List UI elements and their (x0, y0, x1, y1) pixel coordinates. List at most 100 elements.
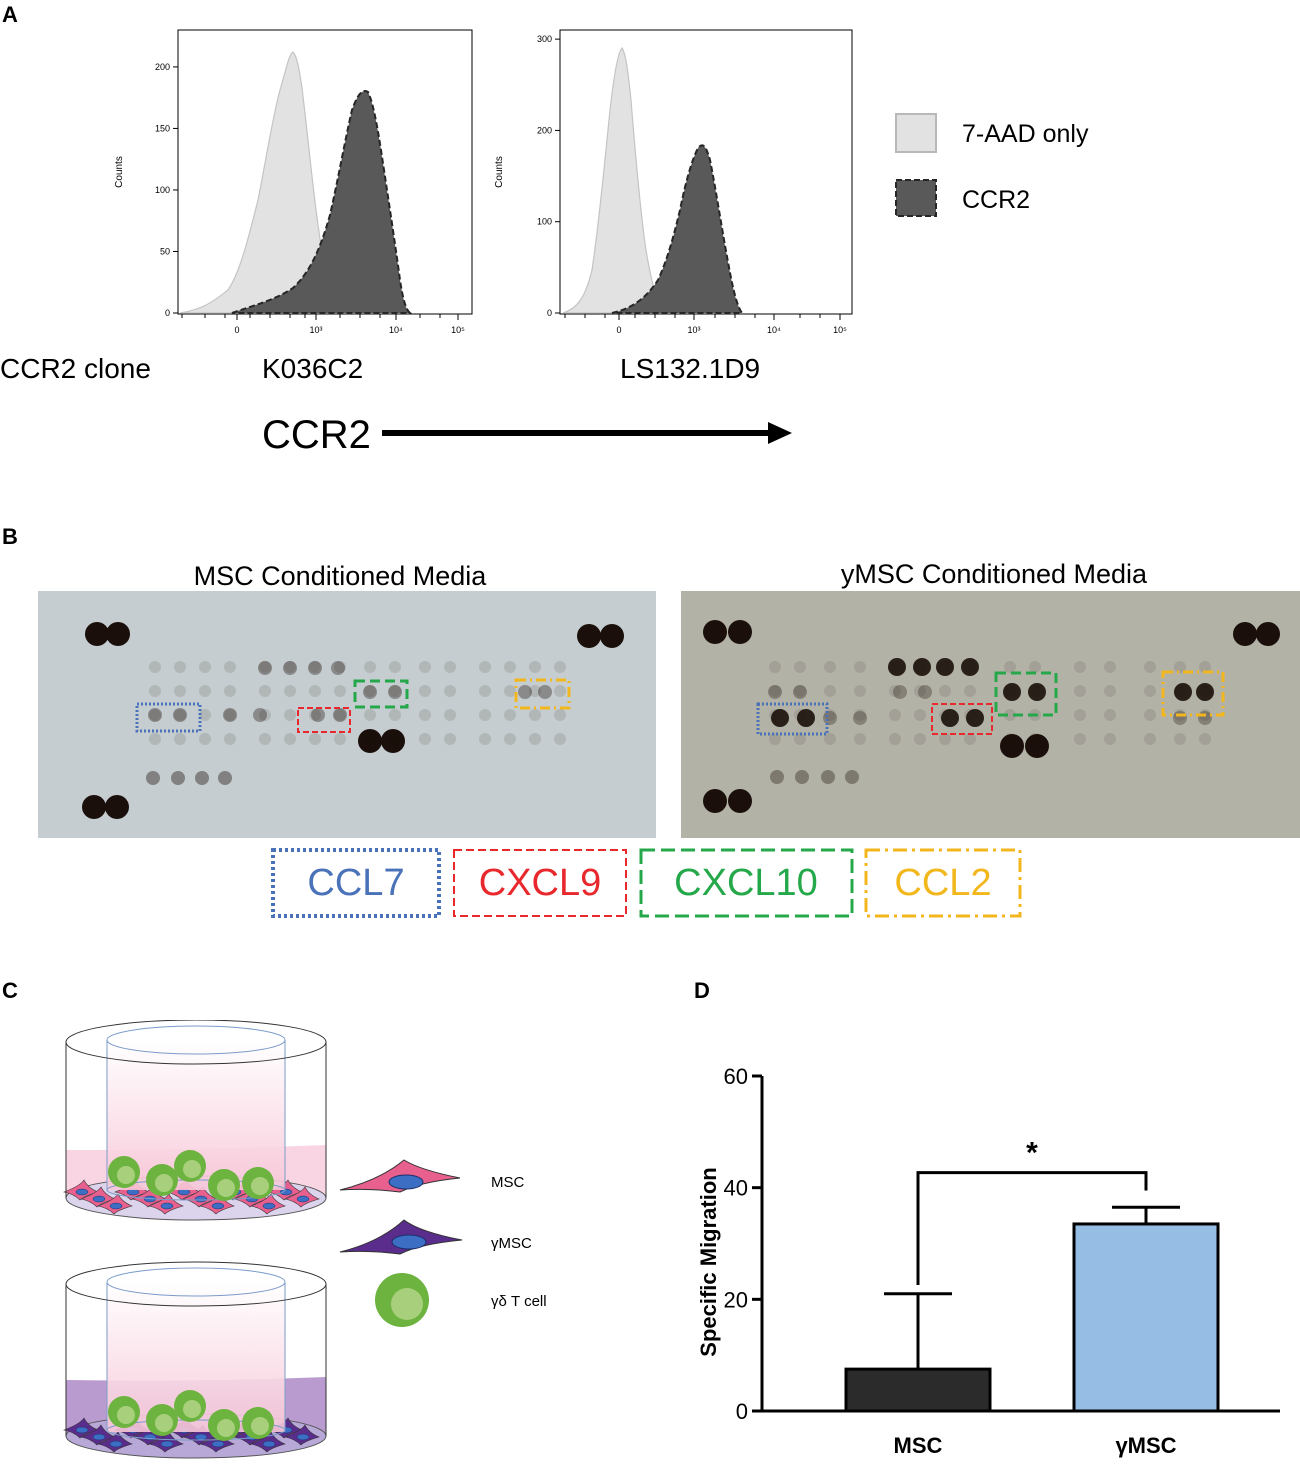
transwell-ymsc (62, 1261, 327, 1459)
clone-name-2: LS132.1D9 (620, 353, 760, 384)
cxcl9-box-msc (297, 707, 351, 733)
blot-spot (1174, 661, 1186, 673)
blot-spot (554, 661, 566, 673)
blot-spot (389, 685, 401, 697)
y-tick-label: 0 (165, 308, 170, 318)
blot-spot (893, 685, 907, 699)
blot-spot (888, 658, 906, 676)
blot-spot (1074, 709, 1086, 721)
blot-spot (363, 685, 377, 699)
ccl7-box-ymsc (756, 702, 829, 736)
blot-spot (259, 661, 271, 673)
blot-spot (388, 685, 402, 699)
blot-spot (504, 685, 516, 697)
blot-spot (770, 770, 784, 784)
blot-spot (771, 709, 789, 727)
x-tick-label: 0 (616, 325, 621, 335)
legend-swatch-control (895, 113, 937, 153)
significance-star: * (1026, 1137, 1038, 1170)
blot-spot (1173, 711, 1187, 725)
blot-spot (1144, 733, 1156, 745)
blot-msc-spots (82, 622, 624, 819)
x-tick-label: 10⁵ (451, 325, 465, 335)
blot-spot (1000, 734, 1024, 758)
blot-spot (769, 685, 781, 697)
blot-spot (889, 733, 901, 745)
blot-spot (259, 733, 271, 745)
blot-spot (224, 685, 236, 697)
blot-spot (504, 661, 516, 673)
blot-spot (854, 733, 866, 745)
blot-spot (85, 622, 109, 646)
blot-spot (854, 685, 866, 697)
blot-spot (444, 733, 456, 745)
blot-spot (1174, 733, 1186, 745)
blot-spot (914, 685, 926, 697)
y-axis-label: Counts (494, 156, 505, 188)
blot-spot (703, 620, 727, 644)
legend-label-msc: MSC (491, 1174, 525, 1191)
blot-spot (964, 685, 976, 697)
blot-spot (794, 733, 806, 745)
blot-spot (259, 709, 271, 721)
blot-spot (195, 771, 209, 785)
blot-spot (199, 709, 211, 721)
blot-spot (308, 661, 322, 675)
blot-spot (1028, 683, 1046, 701)
panel-a-figure: Counts 0 50 100 150 200 0 10³ 10⁴ 10⁵ Counts… (0, 29, 1089, 457)
key-label-cxcl10: CXCL10 (674, 862, 818, 904)
blot-spot (1256, 622, 1280, 646)
blot-spot (149, 709, 161, 721)
y-tick-label: 100 (537, 217, 552, 227)
blot-spot (728, 620, 752, 644)
blot-spot (845, 770, 859, 784)
blot-spot (939, 733, 951, 745)
blot-spot (961, 658, 979, 676)
x-ticks: 0 10³ 10⁴ 10⁵ (616, 325, 847, 335)
blot-msc (38, 591, 656, 838)
blot-title-msc: MSC Conditioned Media (194, 561, 488, 591)
blot-spot (82, 795, 106, 819)
blot-spot (218, 771, 232, 785)
blot-spot (258, 661, 272, 675)
t-cells (108, 1150, 274, 1201)
x-tick-label: 0 (234, 325, 239, 335)
y-tick-label: 300 (537, 34, 552, 44)
ccl2-box-ymsc (1161, 670, 1225, 717)
chart-bars: MSC γMSC (844, 1222, 1220, 1458)
blot-spot (1004, 661, 1016, 673)
insert-rim (106, 1025, 286, 1055)
blot-spot (728, 789, 752, 813)
blot-spot (824, 733, 836, 745)
blot-spot (224, 733, 236, 745)
cxcl9-box-ymsc (931, 703, 993, 735)
blot-spot (1029, 661, 1041, 673)
blot-spot (419, 709, 431, 721)
blot-spot (358, 729, 382, 753)
y-tick-label: 200 (155, 62, 170, 72)
blot-spot (284, 661, 296, 673)
blot-spot (283, 661, 297, 675)
blot-spot (309, 709, 321, 721)
panel-label-c: C (2, 978, 18, 1003)
clone-row-label: CCR2 clone (0, 353, 151, 384)
blot-spot (174, 709, 186, 721)
cell-legend: MSC γMSC γδ T cell (339, 1159, 547, 1327)
y-tick-label: 0 (547, 308, 552, 318)
y-ticks: 0 50 100 150 200 (155, 62, 178, 318)
blot-spot (364, 661, 376, 673)
y-tick-label: 200 (537, 125, 552, 135)
blot-ymsc-spots (703, 620, 1280, 813)
blot-spot (1003, 683, 1021, 701)
blot-spot (173, 708, 187, 722)
y-axis-label: Counts (114, 156, 125, 188)
y-axis-label: Specific Migration (696, 1167, 721, 1356)
ccl2-box-msc (514, 678, 571, 710)
blot-spot (794, 661, 806, 673)
legend-swatch-ccr2 (895, 179, 937, 217)
blot-spot (529, 733, 541, 745)
blot-spot (554, 685, 566, 697)
ccr2-axis-label: CCR2 (262, 413, 371, 457)
blot-spot (966, 709, 984, 727)
blot-spot (105, 795, 129, 819)
